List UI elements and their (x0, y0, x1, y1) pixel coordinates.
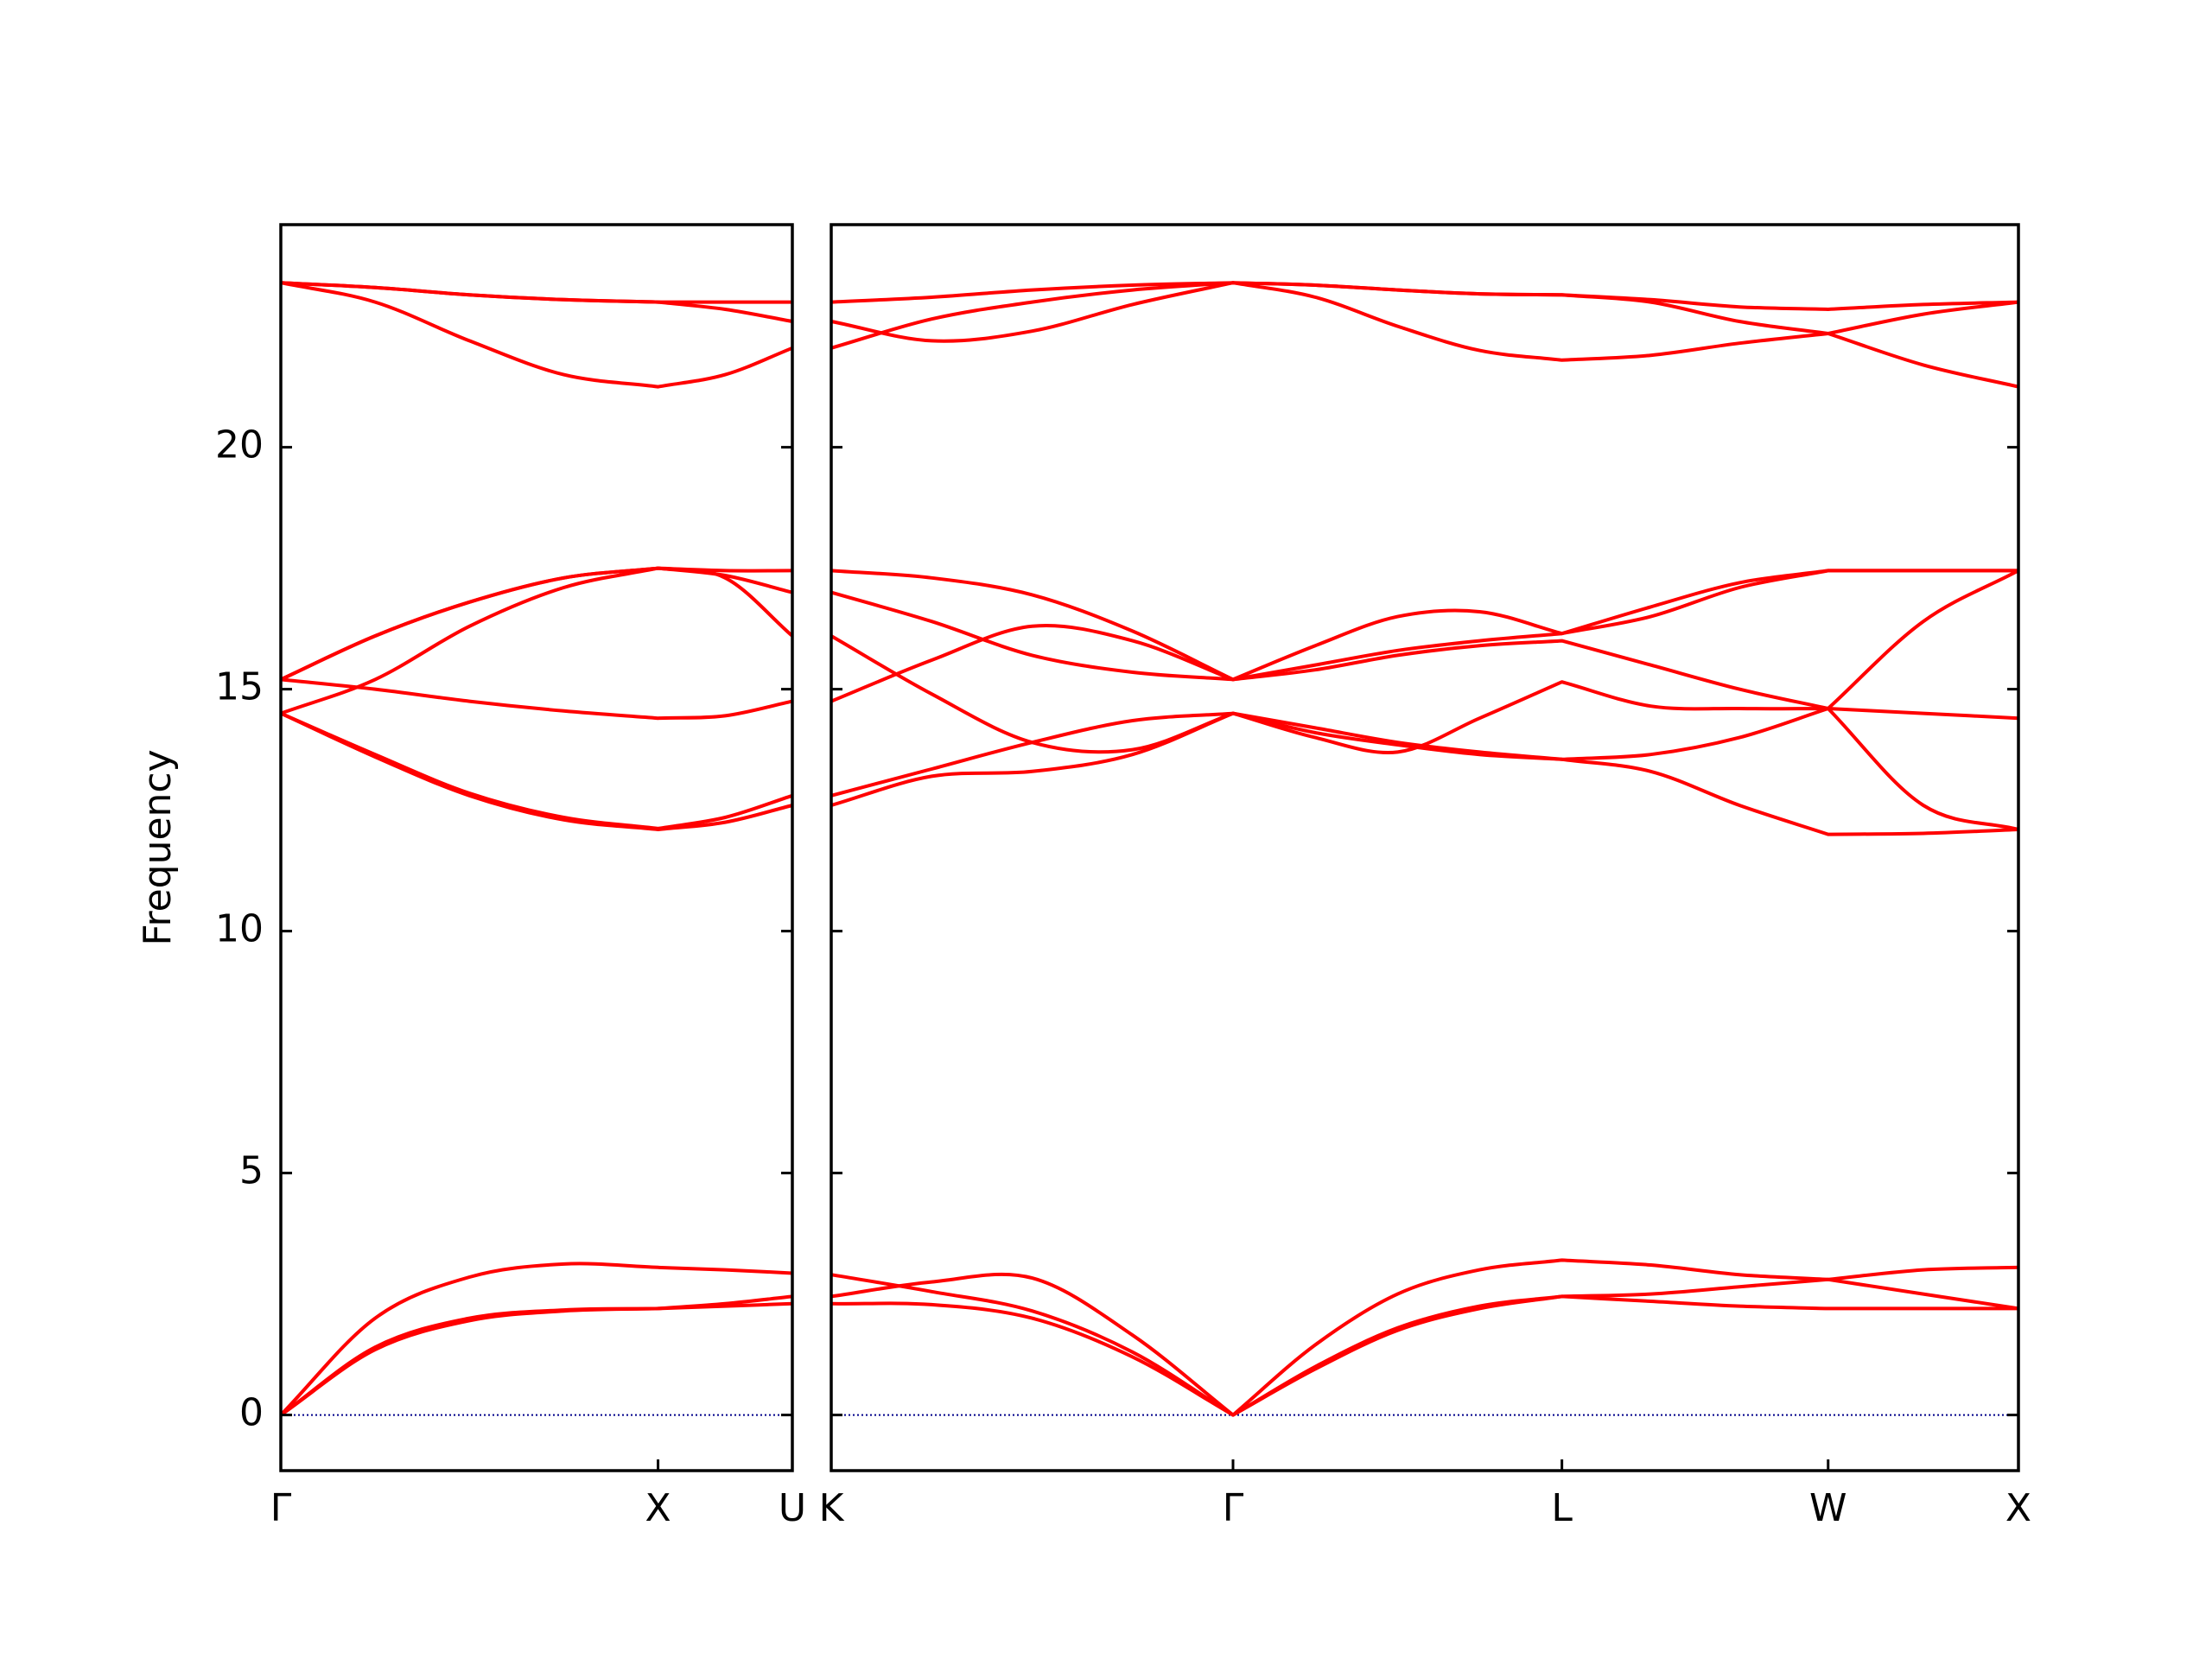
band-line (279, 1294, 793, 1417)
band-line (830, 281, 2019, 389)
y-tick-label: 10 (215, 907, 264, 951)
band-line (830, 569, 2018, 682)
band-line (830, 281, 2019, 350)
y-tick-label: 5 (239, 1149, 264, 1193)
band-line (280, 566, 794, 715)
band-line (830, 569, 2018, 682)
y-tick-label: 15 (215, 665, 264, 709)
band-line (280, 281, 792, 304)
y-tick-label: 20 (215, 423, 264, 467)
y-axis-label: Frequency (136, 749, 180, 945)
y-tick-label: 0 (239, 1391, 264, 1435)
band-line (830, 707, 2019, 831)
band-line (830, 1258, 2019, 1417)
band-line (830, 634, 2019, 755)
band-line (280, 711, 793, 830)
band-line (830, 1273, 2019, 1417)
x-tick-label: Γ (270, 1486, 292, 1530)
x-tick-label: Γ (1223, 1486, 1244, 1530)
plot-frame (279, 223, 794, 1472)
band-line (280, 566, 793, 682)
x-tick-label: K (819, 1486, 845, 1530)
x-tick-label: X (645, 1486, 671, 1530)
band-line (280, 281, 793, 389)
band-line (280, 677, 793, 721)
x-tick-label: W (1809, 1486, 1847, 1530)
x-tick-label: L (1551, 1486, 1573, 1530)
band-line (830, 569, 2019, 710)
band-line (830, 711, 2019, 836)
band-line (279, 1262, 793, 1416)
band-line (830, 1294, 2018, 1417)
band-line (280, 711, 793, 831)
x-tick-label: U (779, 1486, 806, 1530)
plot-frame (830, 223, 2020, 1472)
x-tick-label: X (2005, 1486, 2031, 1530)
